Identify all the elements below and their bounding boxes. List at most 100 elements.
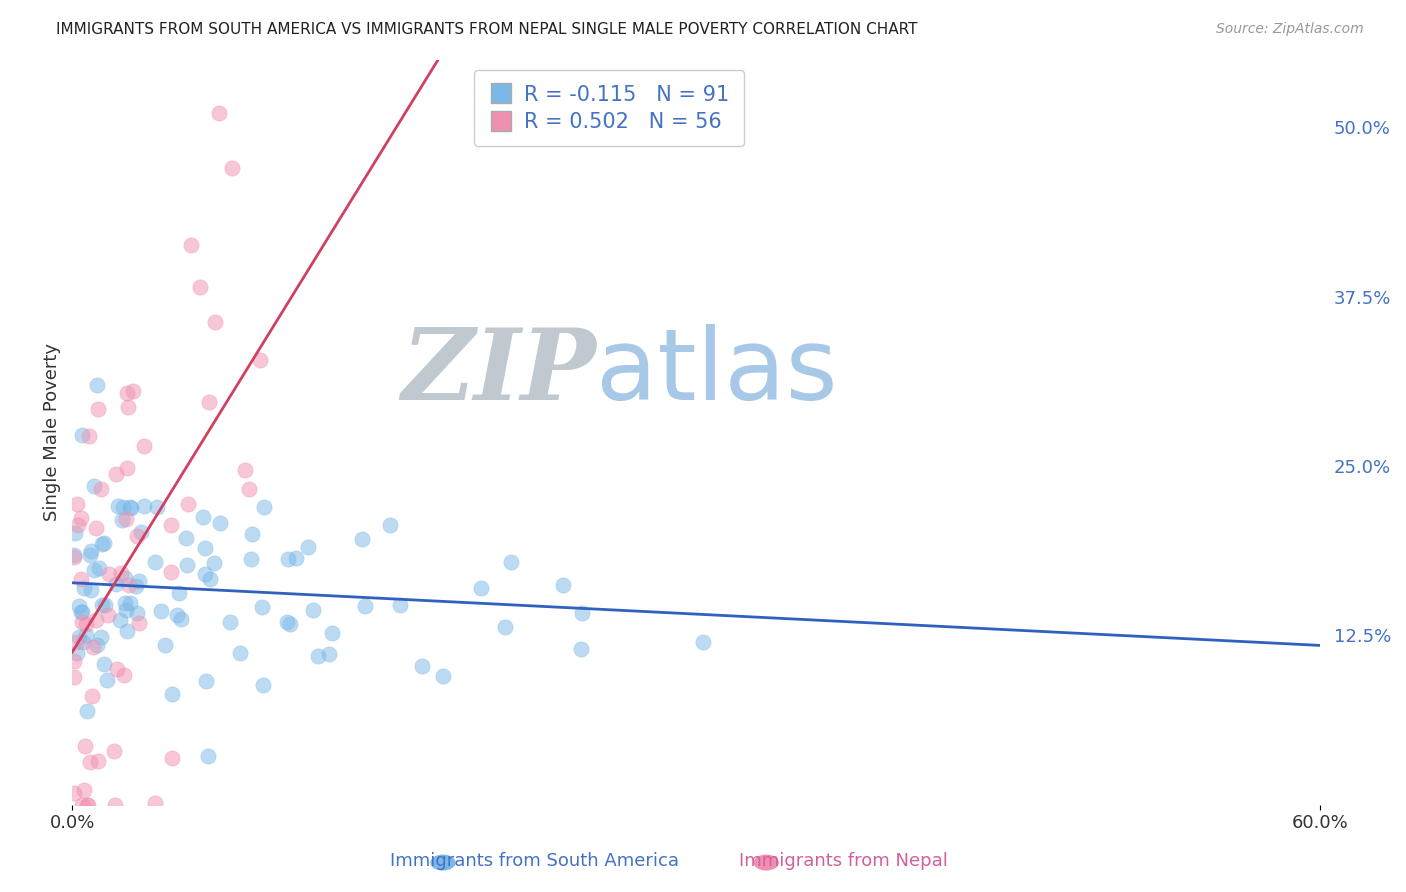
Point xyxy=(169,612,191,626)
Point xyxy=(115,512,138,526)
Point xyxy=(494,620,516,634)
Point xyxy=(160,687,183,701)
Text: Source: ZipAtlas.com: Source: ZipAtlas.com xyxy=(1216,22,1364,37)
Point xyxy=(86,377,108,392)
Point xyxy=(198,395,221,409)
Point xyxy=(194,567,217,582)
Text: atlas: atlas xyxy=(596,324,838,421)
Point xyxy=(115,386,138,401)
Point xyxy=(79,755,101,769)
Point xyxy=(155,638,177,652)
Point xyxy=(70,615,93,630)
Point xyxy=(204,314,226,328)
Point xyxy=(194,541,217,555)
Point xyxy=(84,521,107,535)
Point xyxy=(432,669,454,683)
Point xyxy=(166,608,188,623)
Point xyxy=(277,552,299,566)
Point xyxy=(195,673,218,688)
Point xyxy=(177,497,200,511)
Text: ZIP: ZIP xyxy=(402,325,596,421)
Point xyxy=(83,478,105,492)
Point xyxy=(103,744,125,758)
Point xyxy=(80,544,103,558)
Point xyxy=(128,616,150,631)
Point xyxy=(378,518,401,533)
Point xyxy=(221,161,243,176)
Point xyxy=(114,596,136,610)
Point xyxy=(354,599,377,614)
Point xyxy=(75,739,97,754)
Point xyxy=(75,616,97,631)
Point xyxy=(208,516,231,531)
Point xyxy=(411,658,433,673)
Point xyxy=(84,613,107,627)
Point xyxy=(79,548,101,562)
Point xyxy=(278,617,301,632)
Point xyxy=(197,748,219,763)
Point xyxy=(90,482,112,496)
Point xyxy=(120,501,142,516)
Point xyxy=(118,578,141,592)
Point xyxy=(240,526,263,541)
Point xyxy=(229,647,252,661)
Point xyxy=(80,582,103,597)
Point xyxy=(104,577,127,591)
Point xyxy=(115,460,138,475)
Point xyxy=(499,555,522,569)
Point xyxy=(321,626,343,640)
Point xyxy=(72,797,94,812)
Point xyxy=(67,630,90,644)
Point xyxy=(350,533,373,547)
Point xyxy=(87,755,110,769)
Point xyxy=(97,567,120,582)
Point xyxy=(551,578,574,592)
Point xyxy=(75,628,97,642)
Point xyxy=(63,549,86,564)
Point xyxy=(93,598,115,612)
Point xyxy=(66,497,89,511)
Point xyxy=(253,500,276,514)
Point xyxy=(90,537,112,551)
Point xyxy=(198,572,221,586)
Point xyxy=(112,668,135,682)
Point xyxy=(79,429,101,443)
Point xyxy=(80,689,103,703)
Point xyxy=(77,797,100,812)
Point xyxy=(111,513,134,527)
Text: IMMIGRANTS FROM SOUTH AMERICA VS IMMIGRANTS FROM NEPAL SINGLE MALE POVERTY CORRE: IMMIGRANTS FROM SOUTH AMERICA VS IMMIGRA… xyxy=(56,22,918,37)
Point xyxy=(66,634,89,648)
Point xyxy=(160,751,183,765)
Point xyxy=(389,598,412,612)
Point xyxy=(132,439,155,453)
Point xyxy=(149,604,172,618)
Point xyxy=(96,607,118,622)
Point xyxy=(70,572,93,586)
Point xyxy=(167,586,190,600)
Point xyxy=(145,500,167,515)
Point xyxy=(249,352,271,367)
Point xyxy=(67,599,90,613)
Point xyxy=(188,279,211,293)
Point xyxy=(76,797,98,812)
Point xyxy=(72,581,94,595)
Point xyxy=(66,518,89,533)
Point xyxy=(72,783,94,797)
Point xyxy=(115,603,138,617)
Point xyxy=(111,500,134,515)
Point xyxy=(125,606,148,620)
Point xyxy=(66,646,89,660)
Point xyxy=(318,647,340,661)
Point xyxy=(63,654,86,668)
Point xyxy=(143,796,166,810)
Point xyxy=(208,105,231,120)
Point xyxy=(470,581,492,595)
Point xyxy=(115,624,138,638)
Point xyxy=(191,510,214,524)
Point xyxy=(90,630,112,644)
Point xyxy=(202,556,225,570)
Point xyxy=(86,638,108,652)
Point xyxy=(70,606,93,620)
Point xyxy=(569,641,592,656)
Point xyxy=(93,657,115,671)
